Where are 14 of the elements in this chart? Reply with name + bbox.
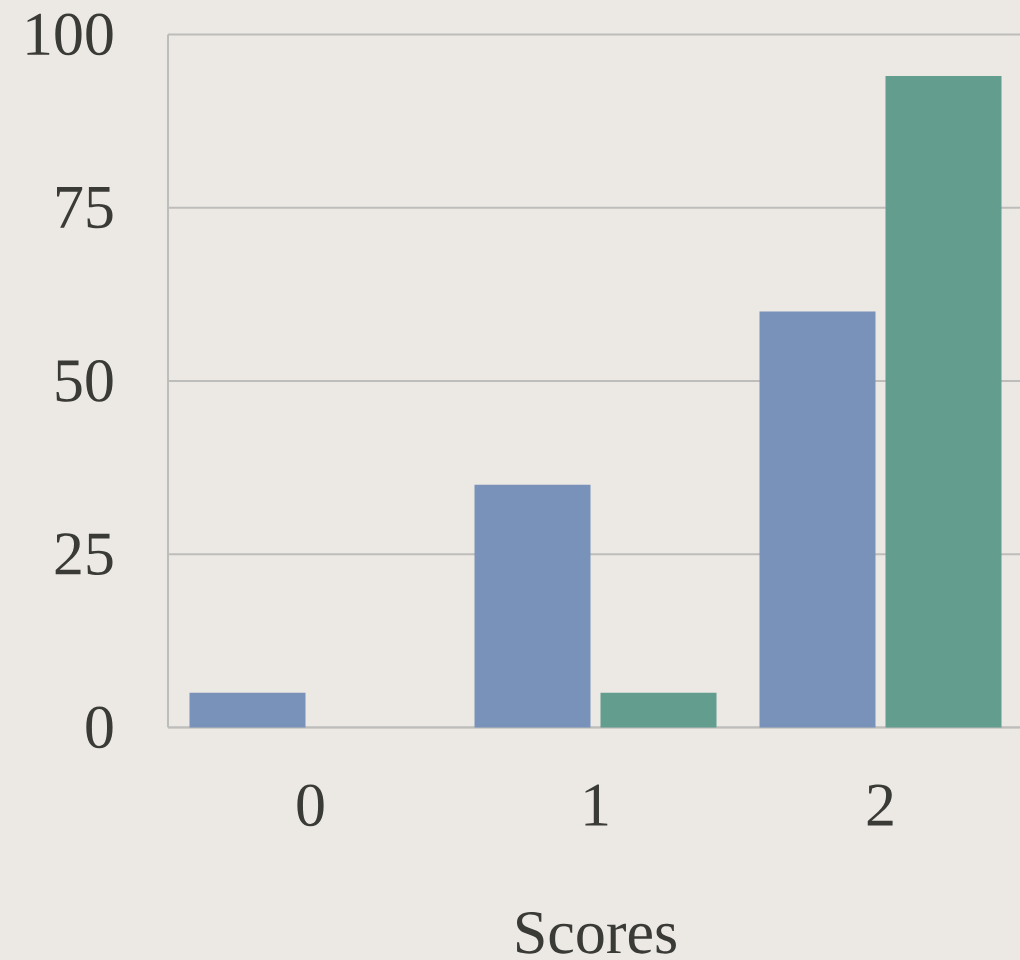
y-tick-label: 0 — [86, 706, 113, 749]
bar — [600, 692, 717, 728]
y-tick-label: 50 — [56, 359, 113, 402]
y-tick-label: 75 — [57, 187, 113, 229]
x-tick-label: 0 — [297, 784, 324, 827]
x-tick-label: 2 — [867, 784, 893, 826]
x-tick-label: 1 — [585, 784, 608, 826]
bar — [474, 484, 591, 728]
y-tick-label: 25 — [55, 533, 113, 575]
bar — [189, 692, 306, 728]
y-tick-label: 100 — [27, 13, 113, 56]
bar — [885, 75, 1002, 728]
bar — [759, 311, 876, 728]
x-axis-title: Scores — [517, 912, 676, 954]
